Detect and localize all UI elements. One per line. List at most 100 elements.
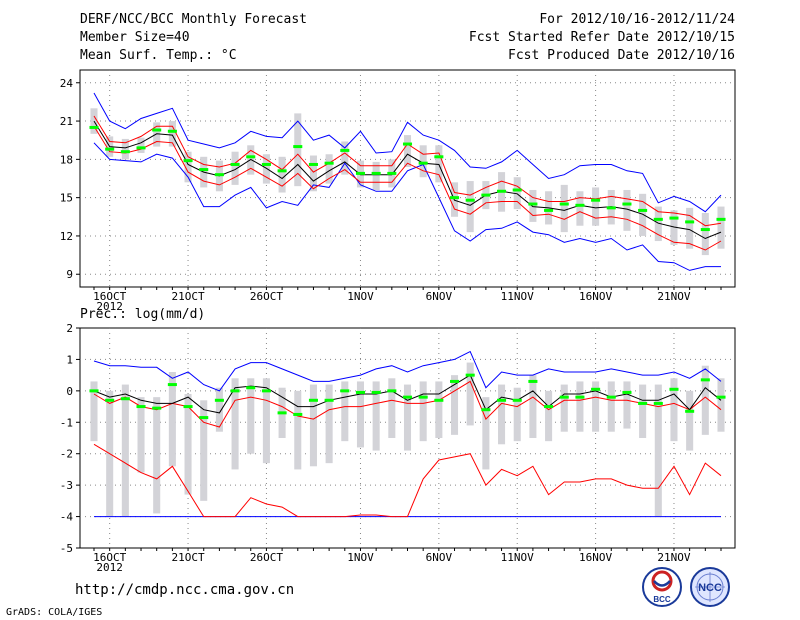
box [654,384,662,517]
median-marker [308,162,318,166]
median-marker [246,386,256,390]
median-marker [512,398,522,402]
box [372,381,380,451]
x-tick-sublabel: 2012 [96,561,123,574]
box [466,181,474,233]
y-tick-label: 9 [66,268,73,281]
box [372,161,380,190]
box [498,384,506,445]
median-marker [638,208,648,212]
x-tick-label: 6NOV [426,551,453,564]
box [435,145,443,183]
y-tick-label: -1 [60,416,73,429]
box [686,390,694,451]
x-tick-label: 6NOV [426,290,453,303]
median-marker [136,405,146,409]
box [325,384,333,464]
median-marker [340,389,350,393]
median-marker [512,188,522,192]
y-tick-label: 12 [60,230,73,243]
box [403,135,412,168]
median-marker [230,389,240,393]
box [325,154,333,184]
ensemble-min-line [93,142,721,271]
variable-label: Mean Surf. Temp.: °C [80,48,237,63]
box [90,381,98,442]
footer-url[interactable]: http://cmdp.ncc.cma.gov.cn [75,582,295,598]
box [701,212,709,256]
box [607,381,615,432]
y-tick-label: 18 [60,153,73,166]
box [294,390,302,470]
x-tick-label: 21OCT [171,551,204,564]
median-marker [261,389,271,393]
box [356,381,365,448]
y-tick-label: -5 [60,542,73,555]
ensemble-mean-line [93,374,722,414]
median-marker [355,390,366,394]
box [153,397,161,514]
ensemble-mean-line [93,120,722,240]
member-size: Member Size=40 [80,30,190,45]
median-marker [606,206,616,210]
box [670,378,678,442]
median-marker [371,171,381,175]
box [450,375,459,435]
box [529,189,537,222]
median-marker [308,398,318,402]
panel-title: Prec.: log(mm/d) [80,307,205,322]
median-marker [246,155,256,159]
box [137,397,145,473]
median-marker [371,390,381,394]
x-tick-label: 21NOV [657,551,690,564]
median-marker [685,409,695,413]
chart-title: DERF/NCC/BCC Monthly Forecast [80,12,307,27]
median-marker [277,169,287,173]
box [262,378,270,464]
box [545,390,553,442]
median-marker [528,202,538,206]
box [137,137,145,153]
median-marker [230,162,240,166]
median-marker [324,398,334,402]
box [309,155,317,192]
median-marker [152,128,162,132]
y-tick-label: 15 [60,192,73,205]
box [513,177,521,210]
y-tick-label: -3 [60,479,73,492]
box [639,384,647,438]
ensemble-max-line [93,350,722,392]
box [529,375,537,438]
box [215,387,223,432]
median-marker [465,373,475,377]
forecast-range: For 2012/10/16-2012/11/24 [539,12,735,27]
median-marker [653,217,663,221]
ncc-logo: NCC [690,567,730,607]
median-marker [183,405,193,409]
median-marker [575,203,585,207]
box [121,384,129,517]
grads-credit: GrADS: COLA/IGES [6,607,103,618]
median-marker [449,196,460,200]
median-marker [89,125,99,129]
box [560,184,568,233]
box [153,122,161,147]
median-marker [355,171,366,175]
box [200,400,208,501]
median-marker [653,401,663,405]
median-marker [387,389,397,393]
box [654,206,662,242]
box [466,362,474,426]
median-marker [418,161,428,165]
median-marker [528,379,538,383]
box [90,108,98,134]
median-marker [559,202,569,206]
median-marker [214,173,224,177]
box [717,206,725,249]
box [623,381,631,429]
median-marker [105,398,115,402]
box [623,189,631,231]
